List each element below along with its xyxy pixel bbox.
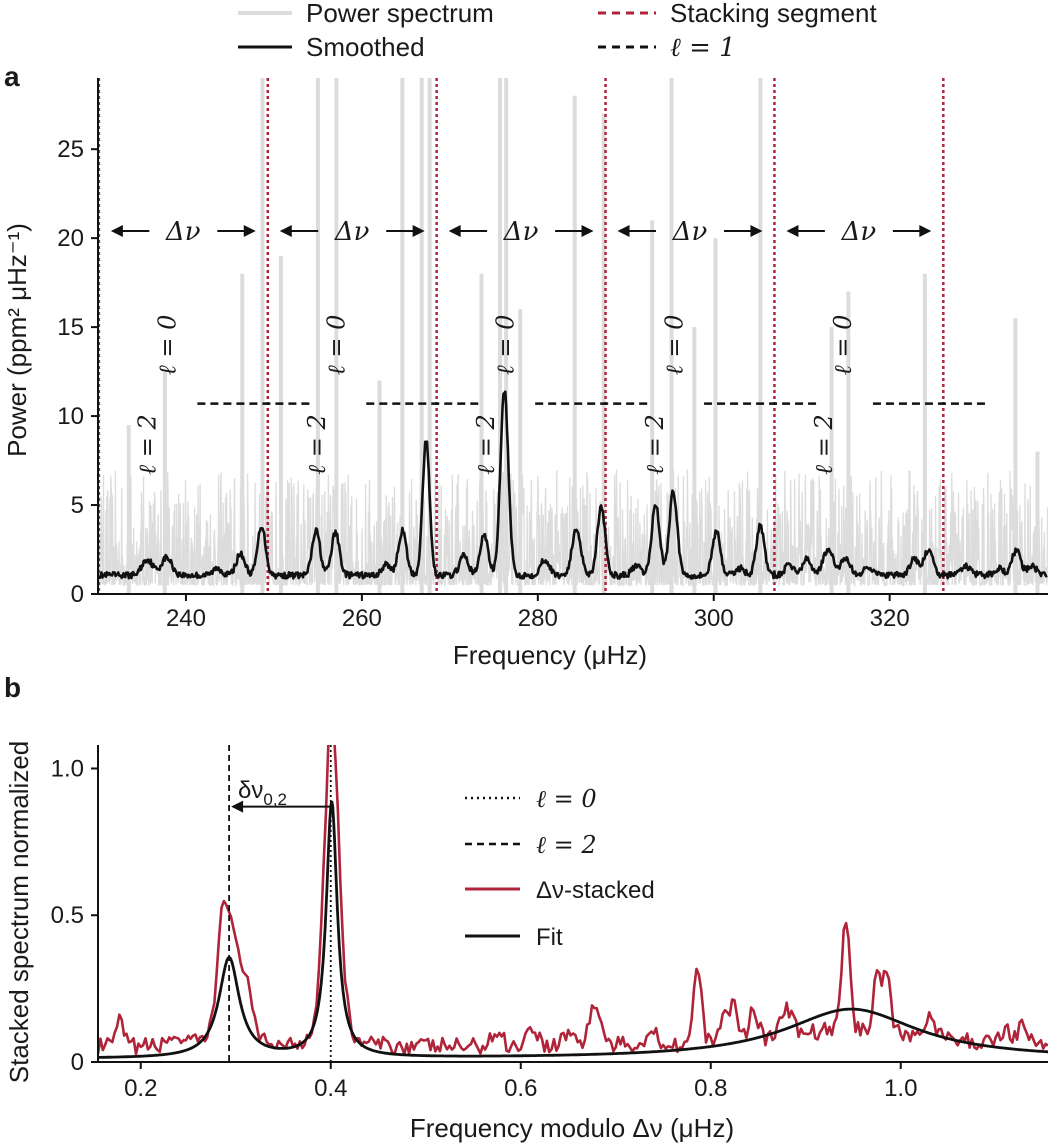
fit-line xyxy=(98,800,1048,1059)
delta-nu-arrowhead-right-4 xyxy=(919,225,932,238)
delta-nu-arrowhead-left-0 xyxy=(110,225,123,238)
l2-mode-label-3: ℓ = 2 xyxy=(641,414,669,475)
panel-a-ytick-label-25: 25 xyxy=(57,136,84,163)
panel-b-xtick-label-0.2: 0.2 xyxy=(124,1075,157,1102)
panel-a-label: a xyxy=(4,61,20,92)
l0-mode-label-2: ℓ = 0 xyxy=(491,315,519,376)
mode-labels: ℓ = 2 ℓ = 2 ℓ = 2 ℓ = 2 ℓ = 2 ℓ = 0 ℓ = 0 ℓ = 0… xyxy=(133,315,857,475)
l2-mode-label-2: ℓ = 2 xyxy=(472,414,500,475)
fit-curve xyxy=(98,800,1048,1059)
delta-nu-02-annotation: δν0,2 xyxy=(238,777,287,809)
panel-a-xtick-label-320: 320 xyxy=(870,605,910,632)
l2-mode-label-4: ℓ = 2 xyxy=(810,414,838,475)
legend-l1-label: ℓ = 1 xyxy=(670,33,736,63)
panel-a-ytick-label-20: 20 xyxy=(57,225,84,252)
mode-markers xyxy=(228,745,332,1062)
panel-a-xtick-label-300: 300 xyxy=(694,605,734,632)
raw-power-spectrum xyxy=(98,78,1048,594)
panel-b-xtick-label-0.4: 0.4 xyxy=(314,1075,347,1102)
panel-a-xlabel: Frequency (μHz) xyxy=(453,640,647,670)
delta-nu-arrowhead-left-2 xyxy=(448,225,461,238)
delta-nu-label-1: Δν xyxy=(334,217,370,247)
panel-b-ytick-label-0: 0 xyxy=(71,1049,84,1076)
panel-b-plot: 0.2 0.4 0.6 0.8 1.0 0 0.5 1.0 xyxy=(51,745,1048,1102)
delta-nu-02-arrowhead xyxy=(231,800,244,813)
panel-b-xtick-label-1: 1.0 xyxy=(884,1075,917,1102)
smoothed-spectrum xyxy=(98,390,1048,580)
panel-a-xtick-label-260: 260 xyxy=(342,605,382,632)
smoothed-line xyxy=(98,390,1048,580)
legend-b-l2-label: ℓ = 2 xyxy=(536,831,597,859)
delta-nu-arrowhead-right-1 xyxy=(412,225,425,238)
delta-nu-label-3: Δν xyxy=(672,217,708,247)
delta-nu-arrowhead-left-3 xyxy=(617,225,630,238)
panel-a-axes: 240 260 280 300 320 0 5 10 15 20 25 xyxy=(57,78,1048,632)
panel-a-ytick-label-0: 0 xyxy=(71,581,84,608)
delta-nu-arrowhead-right-3 xyxy=(750,225,763,238)
l0-mode-label-1: ℓ = 0 xyxy=(323,315,351,376)
panel-a-xtick-label-280: 280 xyxy=(518,605,558,632)
legend-b-l0-label: ℓ = 0 xyxy=(536,785,597,813)
panel-b-xtick-label-0.6: 0.6 xyxy=(504,1075,537,1102)
panel-b-label: b xyxy=(4,672,21,703)
delta-nu-arrowhead-left-1 xyxy=(279,225,292,238)
delta-nu-arrowhead-left-4 xyxy=(786,225,799,238)
delta-nu-label-4: Δν xyxy=(841,217,877,247)
delta-nu-arrowhead-right-0 xyxy=(243,225,256,238)
panel-b-ytick-label-1: 1.0 xyxy=(51,755,84,782)
delta-nu-label-0: Δν xyxy=(165,217,201,247)
panel-b-axes: 0.2 0.4 0.6 0.8 1.0 0 0.5 1.0 xyxy=(51,745,1048,1102)
panel-a-xtick-label-240: 240 xyxy=(166,605,206,632)
panel-b-legend: ℓ = 0 ℓ = 2 Δν-stacked Fit xyxy=(465,785,655,951)
panel-a-ytick-label-15: 15 xyxy=(57,314,84,341)
l0-mode-label-3: ℓ = 0 xyxy=(660,315,688,376)
legend-b-stacked-label: Δν-stacked xyxy=(536,877,655,904)
delta-nu-arrows: Δν Δν Δν Δν Δν xyxy=(110,217,932,247)
stacked-spectrum xyxy=(98,745,1048,1056)
panel-b-ytick-label-0.5: 0.5 xyxy=(51,902,84,929)
panel-a-ylabel: Power (ppm² μHz⁻¹) xyxy=(2,223,32,457)
delta-nu-label-2: Δν xyxy=(503,217,539,247)
stacked-line xyxy=(98,745,1048,1056)
legend-smoothed-label: Smoothed xyxy=(306,32,425,62)
panel-b-xlabel: Frequency modulo Δν (μHz) xyxy=(410,1113,734,1143)
panel-a-ytick-label-5: 5 xyxy=(71,492,84,519)
l0-mode-label-0: ℓ = 0 xyxy=(154,315,182,376)
legend-power-spectrum-label: Power spectrum xyxy=(306,0,494,28)
panel-b-ylabel: Stacked spectrum normalized xyxy=(4,741,34,1083)
panel-a-ytick-label-10: 10 xyxy=(57,403,84,430)
l2-mode-label-1: ℓ = 2 xyxy=(303,414,331,475)
panel-b-xtick-label-0.8: 0.8 xyxy=(694,1075,727,1102)
l2-mode-label-0: ℓ = 2 xyxy=(133,414,161,475)
legend-stacking-segment-label: Stacking segment xyxy=(670,0,877,28)
delta-nu-arrowhead-right-2 xyxy=(581,225,594,238)
top-legend: Power spectrum Smoothed Stacking segment… xyxy=(238,0,877,63)
legend-b-fit-label: Fit xyxy=(536,924,563,951)
l0-mode-label-4: ℓ = 0 xyxy=(829,315,857,376)
